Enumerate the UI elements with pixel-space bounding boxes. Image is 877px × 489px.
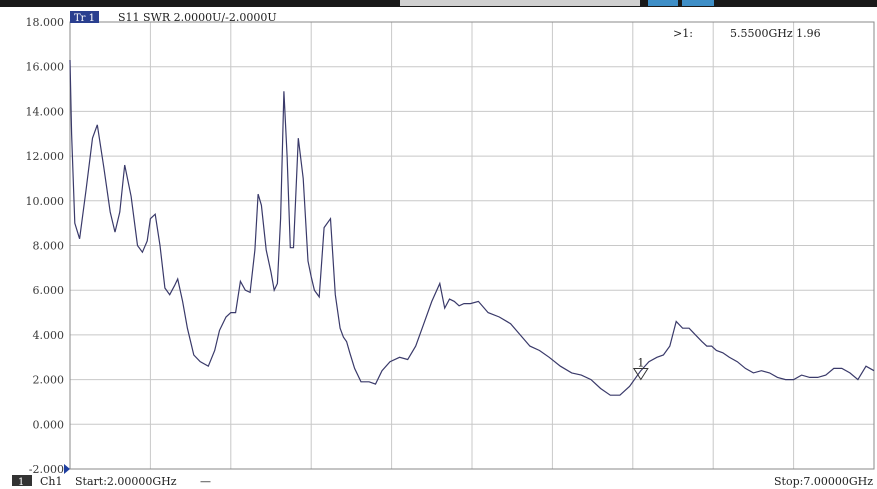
y-tick-label: -2.000 [29, 463, 64, 476]
marker-1-triangle[interactable] [632, 367, 649, 381]
top-toolbar-strip [0, 0, 877, 7]
reference-level-marker[interactable] [64, 464, 70, 474]
marker-1[interactable]: 1 [632, 356, 649, 381]
marker-readout-label: >1: [673, 27, 693, 40]
toolbar-segment-gray[interactable] [400, 0, 640, 6]
channel-label: Ch1 [40, 475, 63, 488]
marker-readout-value: 5.5500GHz 1.96 [730, 27, 821, 40]
trace-badge-label: Tr 1 [74, 13, 95, 24]
y-tick-label: 8.000 [33, 240, 65, 253]
y-tick-label: 6.000 [33, 284, 65, 297]
y-tick-labels: 18.000 16.000 14.000 12.000 10.000 8.000 6.000… [26, 16, 65, 476]
y-tick-label: 12.000 [26, 150, 65, 163]
trace-description: S11 SWR 2.0000U/-2.0000U [118, 11, 277, 24]
toolbar-segment-blue-a[interactable] [648, 0, 678, 6]
y-tick-label: 18.000 [26, 16, 65, 29]
grid-lines [70, 22, 874, 469]
channel-badge[interactable] [12, 475, 32, 486]
plot-frame [69, 21, 875, 470]
y-tick-label: 2.000 [33, 374, 65, 387]
y-tick-label: 10.000 [26, 195, 65, 208]
y-tick-label: 4.000 [33, 329, 65, 342]
start-frequency: Start:2.00000GHz [75, 475, 177, 488]
toolbar-segment-blue-b[interactable] [682, 0, 714, 6]
y-tick-label: 0.000 [33, 418, 65, 431]
trace-s11-swr [69, 59, 875, 396]
stop-frequency: Stop:7.00000GHz [774, 475, 873, 488]
trace-badge[interactable] [70, 11, 99, 23]
channel-badge-number: 1 [18, 477, 24, 488]
marker-1-label: 1 [637, 356, 644, 369]
y-tick-label: 14.000 [26, 105, 65, 118]
start-frequency-suffix: — [200, 475, 211, 488]
y-tick-label: 16.000 [26, 61, 65, 74]
